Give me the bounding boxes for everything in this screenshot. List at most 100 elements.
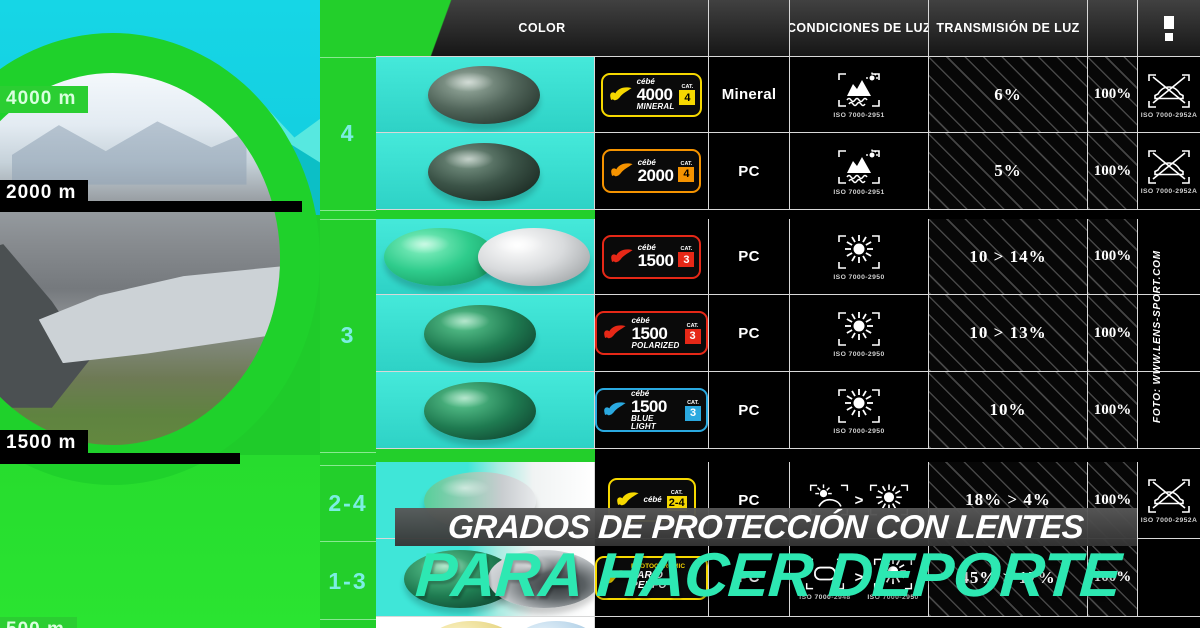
model-badge-cell: cébé 1500 BLUE LIGHT CAT. 3 [595, 372, 709, 449]
group-divider [376, 210, 1200, 219]
no-driving-cell: ISO 7000-2952A [1138, 462, 1200, 539]
lens-silver [478, 228, 590, 286]
model-badge-cell: cébé 1500 CAT. 3 [595, 219, 709, 295]
no-driving-cell: ISO 7000-2952A [1138, 133, 1200, 210]
uv-cell: 100% [1088, 295, 1138, 372]
material-cell: PC [709, 133, 790, 210]
photo-window [0, 73, 280, 445]
cebe-logo-icon [609, 247, 635, 267]
lens-dark-green [424, 305, 536, 363]
lens-blue [511, 621, 594, 628]
sun-icon [835, 309, 883, 349]
badge-cebe-vario-perfo: PHOTOCHROMIC VARIO PERFO [595, 555, 708, 600]
green-grass [0, 455, 320, 628]
photo-credit: FOTO: WWW.LENS-SPORT.COM [1152, 250, 1163, 423]
transmission-cell: 6% [929, 57, 1088, 133]
header-transmission: TRANSMISIÓN DE LUZ [929, 0, 1088, 57]
group-divider [376, 449, 1200, 462]
light-conditions-cell: ISO 7000-2950 [790, 219, 929, 295]
category-column: 4 3 2-4 1-3 [320, 0, 377, 628]
uv-cell: 100% [1088, 539, 1138, 617]
sun-icon [835, 386, 883, 426]
lens-swatch-cell [376, 133, 595, 210]
category-3: 3 [340, 322, 356, 348]
cebe-logo-icon [608, 85, 634, 105]
uv-cell: 100% [1088, 133, 1138, 210]
altitude-label-2000: 2000 m [0, 180, 89, 207]
transmission-cell: 10% [929, 372, 1088, 449]
material-cell: PC [709, 372, 790, 449]
category-4: 4 [340, 120, 356, 146]
badge-cebe-1500-blue-light: cébé 1500 BLUE LIGHT CAT. 3 [595, 388, 708, 432]
header-color: COLOR [376, 0, 709, 57]
lens-swatch-cell [376, 372, 595, 449]
transmission-cell: 45% > 17% [929, 539, 1088, 617]
lens-swatch-cell [376, 57, 595, 133]
title-line2: PARA HACER DEPORTE [413, 541, 1123, 610]
uv-cell: 100% [1088, 57, 1138, 133]
light-conditions-cell: ISO 7000-2951 [790, 57, 929, 133]
header-uv [1088, 0, 1138, 57]
lens-green [384, 228, 496, 286]
lens-swatch-cell [376, 219, 595, 295]
model-badge-cell: cébé 4000 MINERAL CAT. 4 [595, 57, 709, 133]
header-material [709, 0, 790, 57]
lens-smoke-dark [428, 143, 540, 201]
header-conditions: CONDICIONES DE LUZ [790, 0, 929, 57]
lens-yellow [424, 621, 519, 628]
partial-row [595, 617, 1200, 628]
no-driving-car-icon [1145, 71, 1193, 111]
glacier [38, 266, 280, 364]
altitude-label-500: 500 m [0, 617, 77, 628]
mountain-photo-panel: 4000 m 2000 m 1500 m 500 m [0, 0, 320, 628]
light-conditions-cell: ISO 7000-2951 [790, 133, 929, 210]
model-badge-cell: cébé 1500 POLARIZED CAT. 3 [595, 295, 709, 372]
category-1-3: 1-3 [328, 568, 368, 594]
empty-cell [1138, 295, 1200, 372]
light-conditions-cell: ISO 7000-2948 > ISO 7000-2950 [790, 539, 929, 617]
transmission-cell: 10 > 13% [929, 295, 1088, 372]
category-2-4: 2-4 [328, 490, 368, 516]
material-cell: Mineral [709, 57, 790, 133]
driving-header-icon [1164, 15, 1174, 41]
cebe-logo-icon [602, 323, 628, 343]
mountain-sun-water-icon [835, 147, 883, 187]
sun-icon [835, 232, 883, 272]
lens-silver-dark [488, 550, 594, 608]
lens-dark-green [424, 382, 536, 440]
altitude-bar-2000 [0, 201, 302, 212]
light-conditions-cell: ISO 7000-2950 [790, 295, 929, 372]
empty-cell [1138, 219, 1200, 295]
snow-patches [12, 121, 247, 185]
arrow-glyph: > [854, 491, 864, 509]
no-driving-car-icon [1145, 476, 1193, 516]
material-cell: PC [709, 295, 790, 372]
no-driving-cell: ISO 7000-2952A [1138, 57, 1200, 133]
badge-cebe-2000: cébé 2000 CAT. 4 [601, 149, 702, 193]
model-badge-cell: PHOTOCHROMIC VARIO PERFO [595, 539, 709, 617]
altitude-label-4000: 4000 m [0, 86, 89, 113]
altitude-label-1500: 1500 m [0, 430, 89, 457]
cebe-logo-icon [615, 490, 641, 510]
light-conditions-cell: ISO 7000-2950 [790, 372, 929, 449]
lens-table: COLOR CONDICIONES DE LUZ TRANSMISIÓN DE … [376, 0, 1200, 628]
lens-swatch-cell [376, 539, 595, 617]
header-driving [1138, 0, 1200, 57]
cebe-logo-icon [602, 400, 628, 420]
lens-swatch-cell [376, 295, 595, 372]
mountain-sun-water-icon [835, 70, 883, 110]
no-driving-car-icon [1145, 147, 1193, 187]
empty-cell [1138, 539, 1200, 617]
transmission-cell: 5% [929, 133, 1088, 210]
model-badge-cell: cébé 2000 CAT. 4 [595, 133, 709, 210]
badge-cebe-1500: cébé 1500 CAT. 3 [601, 234, 702, 279]
arrow-glyph: > [854, 569, 864, 586]
badge-cebe-1500-polarized: cébé 1500 POLARIZED CAT. 3 [595, 311, 708, 355]
badge-cebe-4000-mineral: cébé 4000 MINERAL CAT. 4 [600, 72, 703, 117]
material-cell: PC [709, 219, 790, 295]
lens-smoke [428, 66, 540, 124]
uv-cell: 100% [1088, 219, 1138, 295]
lens-swatch-cell-partial [376, 617, 595, 628]
title-band: GRADOS DE PROTECCIÓN CON LENTES [395, 508, 1137, 546]
